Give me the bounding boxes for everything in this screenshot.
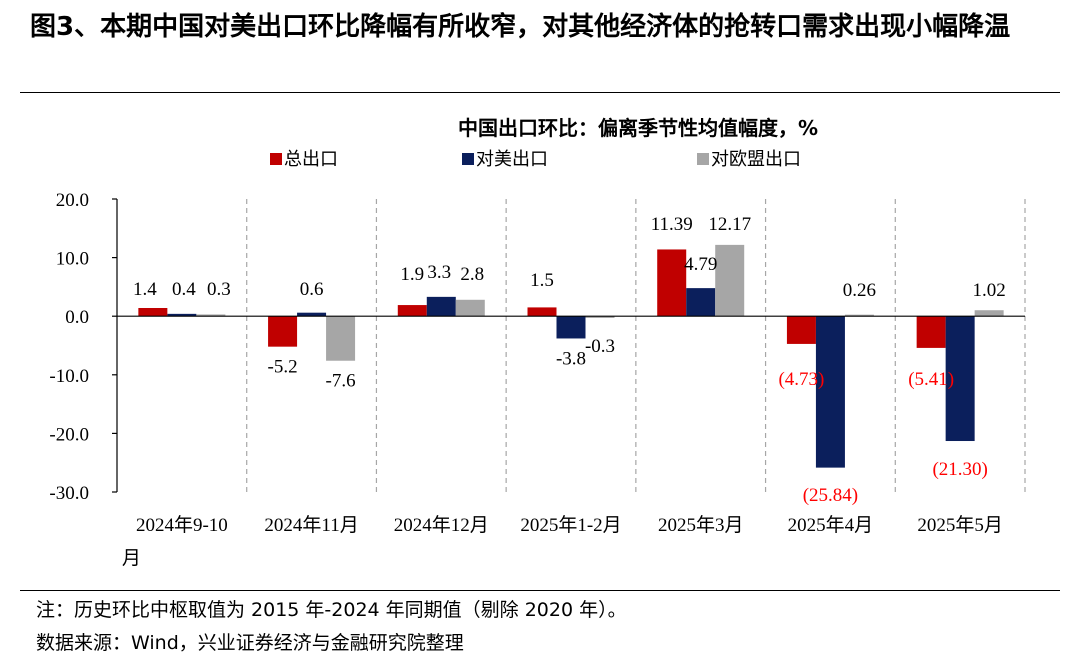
bar [556,316,586,339]
bar [297,312,327,317]
x-tick-label: 2025年3月 [658,514,744,536]
axes: 20.0 10.0 0.0 -10.0 -20.0 -30.0 2024年9-10 月 2024… [49,190,1025,569]
footnote: 注：历史环比中枢取值为 2015 年-2024 年同期值（剔除 2020 年）。 [36,599,627,621]
bar [268,316,298,347]
source-note: 数据来源：Wind，兴业证券经济与金融研究院整理 [36,632,464,654]
data-label: (25.84) [803,485,858,506]
bar [657,249,687,317]
data-label: 1.9 [400,264,424,285]
legend-swatch [462,153,474,165]
data-label: 0.3 [207,279,231,300]
data-label: 0.6 [300,279,324,300]
legend-label: 对欧盟出口 [711,149,801,170]
data-label: 0.4 [172,279,196,300]
data-label: 1.4 [133,279,157,300]
data-label: 12.17 [708,214,751,235]
x-tick-label: 2024年9-10 [136,514,228,536]
legend-label: 对美出口 [476,149,548,170]
bar [196,314,226,317]
bar [326,316,356,361]
data-label: 1.5 [530,270,554,291]
y-tick-label: 0.0 [65,307,89,328]
bar [426,296,456,317]
x-tick-label: 月 [122,548,141,569]
legend: 总出口 对美出口 对欧盟出口 [270,149,801,170]
grid-lines [246,199,1026,492]
x-tick-label: 2024年11月 [264,514,358,536]
data-label: -5.2 [268,357,298,378]
legend-swatch [270,153,282,165]
bar [815,316,845,468]
bar [844,314,874,317]
bar [455,299,485,317]
data-label: 0.26 [843,280,876,301]
bar [585,316,615,318]
bar [916,316,946,348]
data-label: 2.8 [460,264,484,285]
notes-divider [20,590,1060,591]
data-label: 11.39 [651,214,693,235]
bar [167,313,197,317]
bar [945,316,975,442]
y-tick-label: 20.0 [56,190,89,211]
bar [138,307,168,317]
x-tick-label: 2024年12月 [394,514,489,536]
data-label: 4.79 [684,254,717,275]
data-label: -7.6 [326,371,356,392]
bar [715,244,745,317]
x-tick-label: 2025年1-2月 [520,514,621,536]
y-tick-label: -30.0 [49,483,89,504]
figure-title: 图3、本期中国对美出口环比降幅有所收窄，对其他经济体的抢转口需求出现小幅降温 [30,12,1011,42]
bar [397,305,427,317]
data-label: -0.3 [585,336,615,357]
data-label: -3.8 [556,348,586,369]
data-label: 3.3 [427,262,451,283]
y-tick-label: -20.0 [49,424,89,445]
data-label: (4.73) [778,369,824,390]
bar-chart: 中国出口环比：偏离季节性均值幅度，% 总出口 对美出口 对欧盟出口 20.0 10.0… [49,116,1026,569]
data-label: (5.41) [908,369,954,390]
legend-swatch [697,153,709,165]
bars [138,244,1004,468]
bar [686,288,716,317]
legend-label: 总出口 [284,149,338,170]
y-tick-label: 10.0 [56,249,89,270]
data-label: 1.02 [973,280,1006,301]
bar [786,316,816,344]
x-tick-label: 2025年5月 [917,514,1003,536]
title-divider [20,92,1060,93]
x-tick-label: 2025年4月 [788,514,874,536]
data-label: (21.30) [932,459,987,480]
data-labels: 1.4 -5.2 1.9 1.5 11.39 (4.73) (5.41) 0.4 0.6 3.3 -… [133,214,1006,506]
chart-title: 中国出口环比：偏离季节性均值幅度，% [458,116,818,140]
bar [527,307,557,317]
bar [974,310,1004,317]
y-tick-label: -10.0 [49,366,89,387]
